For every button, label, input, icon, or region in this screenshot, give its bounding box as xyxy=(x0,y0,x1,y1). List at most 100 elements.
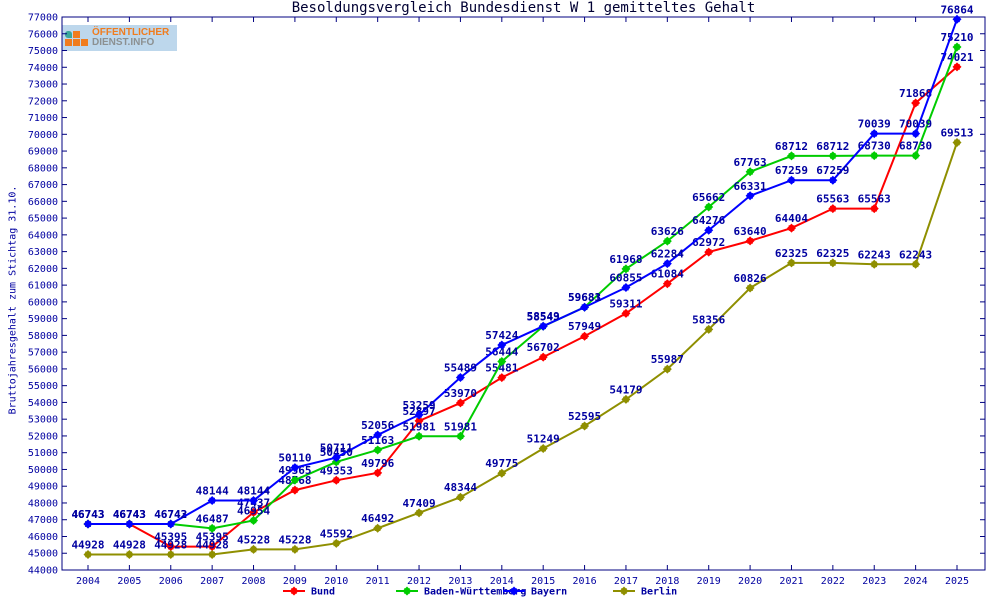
logo-icon-orange-square xyxy=(73,30,80,38)
data-point-label: 58549 xyxy=(527,310,560,323)
data-point-label: 51163 xyxy=(361,434,394,447)
data-point-label: 67763 xyxy=(734,156,767,169)
y-tick-label: 66000 xyxy=(28,197,58,208)
data-point-marker xyxy=(207,523,217,533)
data-point-label: 46743 xyxy=(113,508,146,521)
data-point-marker xyxy=(911,259,921,269)
data-point-label: 62243 xyxy=(899,248,932,261)
data-point-label: 46743 xyxy=(113,508,146,521)
data-point-label: 45228 xyxy=(237,533,270,546)
data-point-marker xyxy=(373,523,383,533)
x-tick-label: 2019 xyxy=(697,576,721,587)
y-tick-label: 65000 xyxy=(28,214,58,225)
y-tick-label: 77000 xyxy=(28,13,58,24)
legend-item-bayern: Bayern xyxy=(503,586,567,598)
data-point-marker xyxy=(952,14,962,24)
data-point-label: 66331 xyxy=(734,180,767,193)
data-point-label: 49796 xyxy=(361,457,394,470)
data-point-marker xyxy=(786,151,796,161)
logo-text-line1: ÖFFENTLICHER xyxy=(92,27,170,38)
legend-marker xyxy=(402,586,412,596)
legend-marker xyxy=(289,586,299,596)
y-tick-label: 62000 xyxy=(28,264,58,275)
data-point-label: 59311 xyxy=(609,297,642,310)
data-point-marker xyxy=(166,519,176,529)
data-point-label: 70039 xyxy=(858,118,891,131)
series-baden-w-rttemberg: 4674346743467434648746954493655045051163… xyxy=(71,31,974,533)
series-line xyxy=(88,142,958,556)
y-tick-label: 55000 xyxy=(28,381,58,392)
series-bund: 4674346743453954539547437487684935349796… xyxy=(71,51,974,552)
data-point-label: 45228 xyxy=(278,533,311,546)
data-point-marker xyxy=(290,463,300,473)
oeffentlicher-dienst-logo: ÖFFENTLICHER DIENST.INFO xyxy=(62,25,178,51)
legend: Bund Baden-Württemberg Bayern Berlin xyxy=(283,586,677,598)
data-point-marker xyxy=(704,247,714,257)
data-point-marker xyxy=(869,204,879,214)
data-point-marker xyxy=(414,416,424,426)
x-tick-label: 2020 xyxy=(738,576,762,587)
data-point-marker xyxy=(207,542,217,552)
data-point-label: 52595 xyxy=(568,410,601,423)
data-point-label: 62325 xyxy=(775,247,808,260)
y-tick-label: 64000 xyxy=(28,230,58,241)
data-point-marker xyxy=(414,431,424,441)
legend-label: Baden-Württemberg xyxy=(424,587,526,598)
data-point-marker xyxy=(911,129,921,139)
data-point-label: 67259 xyxy=(775,164,808,177)
data-point-marker xyxy=(83,519,93,529)
y-tick-label: 69000 xyxy=(28,147,58,158)
data-point-label: 59681 xyxy=(568,291,601,304)
data-point-marker xyxy=(207,549,217,559)
data-point-marker xyxy=(124,519,134,529)
data-point-marker xyxy=(704,324,714,334)
data-point-marker xyxy=(290,544,300,554)
data-point-label: 69513 xyxy=(940,126,973,139)
y-tick-label: 54000 xyxy=(28,398,58,409)
data-point-label: 46743 xyxy=(113,508,146,521)
series-line xyxy=(88,46,958,530)
data-point-label: 76864 xyxy=(940,3,973,16)
data-point-label: 46954 xyxy=(237,504,270,517)
data-point-marker xyxy=(828,204,838,214)
data-point-marker xyxy=(745,167,755,177)
legend-marker xyxy=(509,586,519,596)
data-point-marker xyxy=(455,492,465,502)
data-point-label: 46743 xyxy=(71,508,104,521)
data-point-label: 46742 xyxy=(154,508,187,521)
y-tick-label: 71000 xyxy=(28,113,58,124)
data-point-label: 46492 xyxy=(361,512,394,525)
plot-border xyxy=(61,16,986,571)
data-point-marker xyxy=(249,544,259,554)
x-tick-label: 2025 xyxy=(945,576,969,587)
y-tick-label: 45000 xyxy=(28,549,58,560)
logo-icon-orange-square xyxy=(65,38,72,46)
data-point-marker xyxy=(290,485,300,495)
data-point-marker xyxy=(786,175,796,185)
x-tick-label: 2015 xyxy=(531,576,555,587)
x-tick-label: 2005 xyxy=(117,576,141,587)
data-point-label: 56702 xyxy=(527,341,560,354)
y-tick-label: 70000 xyxy=(28,130,58,141)
y-tick-label: 49000 xyxy=(28,482,58,493)
data-point-marker xyxy=(704,225,714,235)
data-point-marker xyxy=(621,308,631,318)
data-point-label: 61968 xyxy=(609,253,642,266)
y-tick-label: 58000 xyxy=(28,331,58,342)
legend-item-berlin: Berlin xyxy=(613,586,677,598)
data-point-label: 52056 xyxy=(361,419,394,432)
data-point-marker xyxy=(497,340,507,350)
data-point-marker xyxy=(952,62,962,72)
data-point-label: 45592 xyxy=(320,527,353,540)
y-tick-label: 68000 xyxy=(28,163,58,174)
data-point-marker xyxy=(166,549,176,559)
data-point-marker xyxy=(373,468,383,478)
data-point-marker xyxy=(621,394,631,404)
data-point-label: 50711 xyxy=(320,442,353,455)
x-tick-label: 2014 xyxy=(490,576,514,587)
y-tick-label: 47000 xyxy=(28,515,58,526)
logo-icon xyxy=(65,30,88,46)
data-point-marker xyxy=(580,302,590,312)
data-point-marker xyxy=(538,444,548,454)
